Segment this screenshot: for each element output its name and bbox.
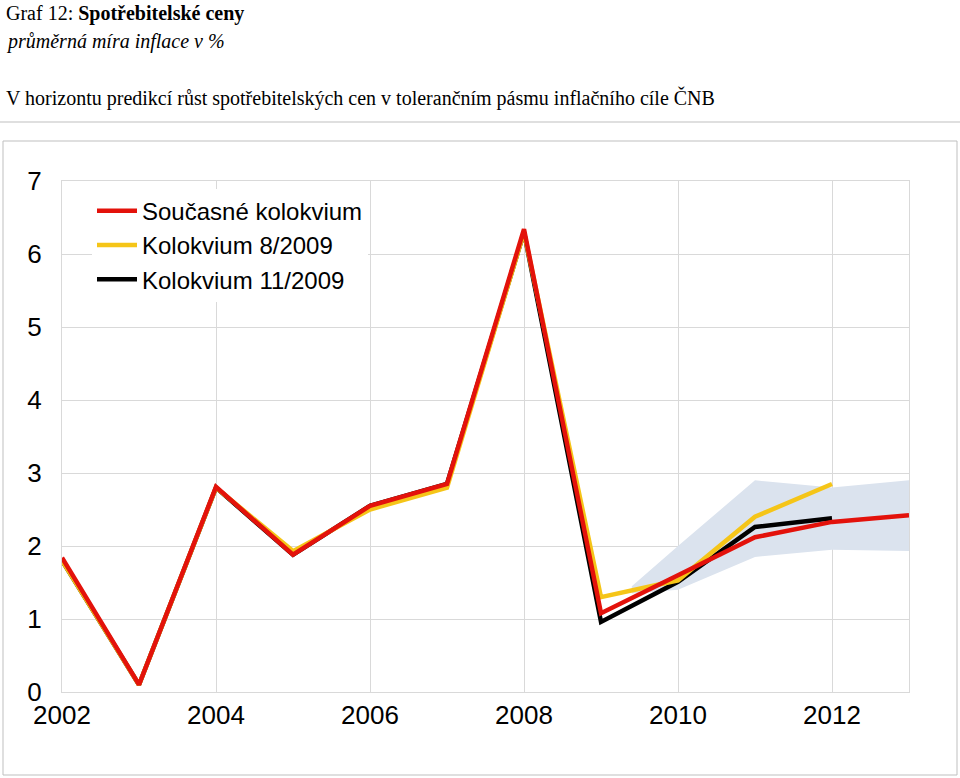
svg-text:2008: 2008: [495, 700, 553, 730]
svg-text:2: 2: [27, 531, 41, 561]
svg-text:2012: 2012: [803, 700, 861, 730]
svg-text:Graf 12: Spotřebitelské ceny: Graf 12: Spotřebitelské ceny: [6, 2, 244, 25]
svg-text:2004: 2004: [187, 700, 245, 730]
svg-text:2002: 2002: [33, 700, 91, 730]
svg-text:7: 7: [27, 166, 41, 196]
svg-text:2010: 2010: [649, 700, 707, 730]
svg-text:0: 0: [27, 677, 41, 707]
svg-text:Kolokvium 11/2009: Kolokvium 11/2009: [142, 267, 344, 294]
svg-text:2006: 2006: [341, 700, 399, 730]
svg-text:V horizontu predikcí růst spot: V horizontu predikcí růst spotřebitelský…: [6, 86, 715, 110]
svg-text:průměrná míra inflace v %: průměrná míra inflace v %: [6, 30, 225, 53]
svg-text:5: 5: [27, 312, 41, 342]
svg-text:6: 6: [27, 239, 41, 269]
svg-text:3: 3: [27, 458, 41, 488]
svg-text:1: 1: [27, 604, 41, 634]
svg-text:Současné kolokvium: Současné kolokvium: [142, 198, 362, 225]
svg-text:Kolokvium 8/2009: Kolokvium 8/2009: [142, 232, 333, 259]
svg-text:4: 4: [27, 385, 41, 415]
